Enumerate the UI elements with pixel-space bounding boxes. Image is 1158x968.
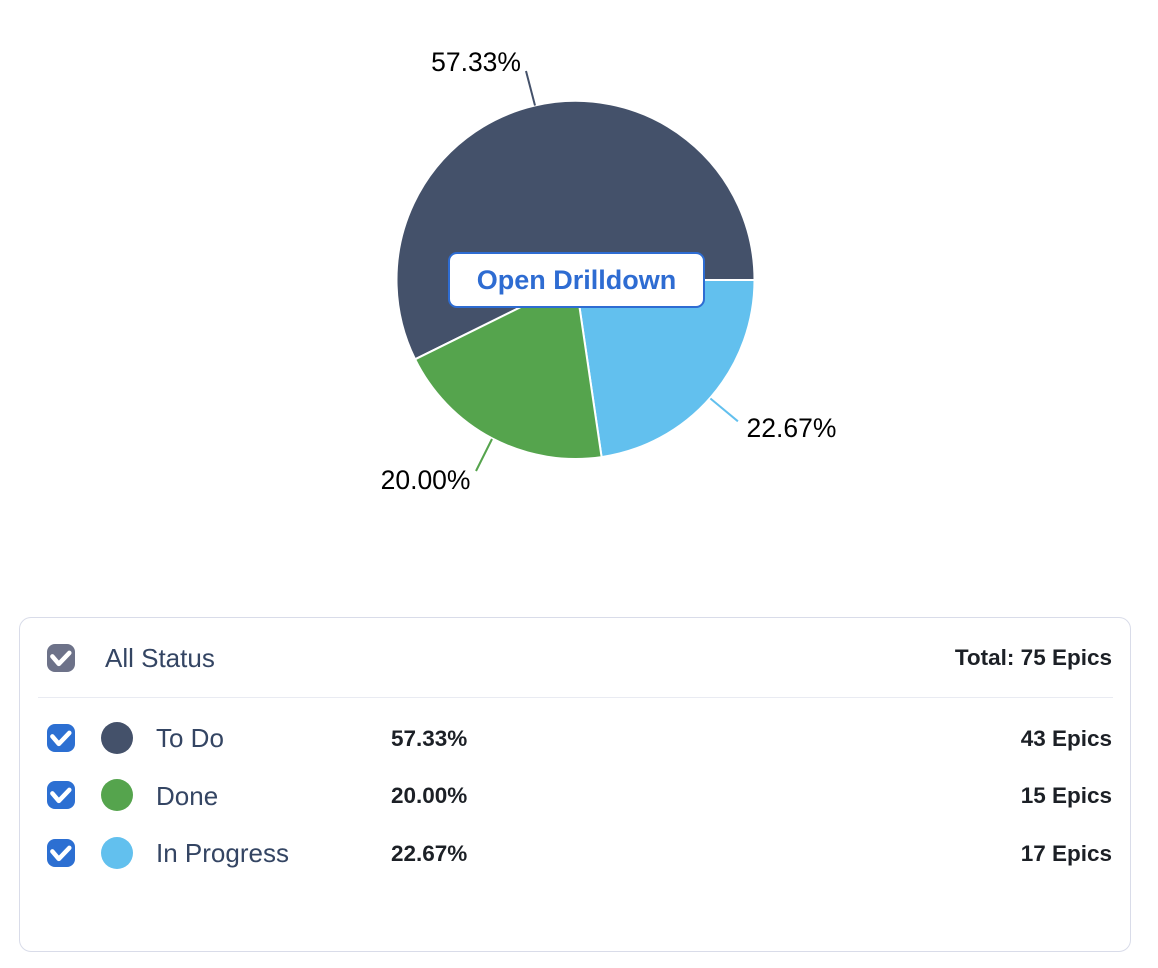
svg-text:57.33%: 57.33% [431, 47, 521, 77]
svg-text:20.00%: 20.00% [381, 465, 471, 495]
svg-text:22.67%: 22.67% [747, 413, 837, 443]
